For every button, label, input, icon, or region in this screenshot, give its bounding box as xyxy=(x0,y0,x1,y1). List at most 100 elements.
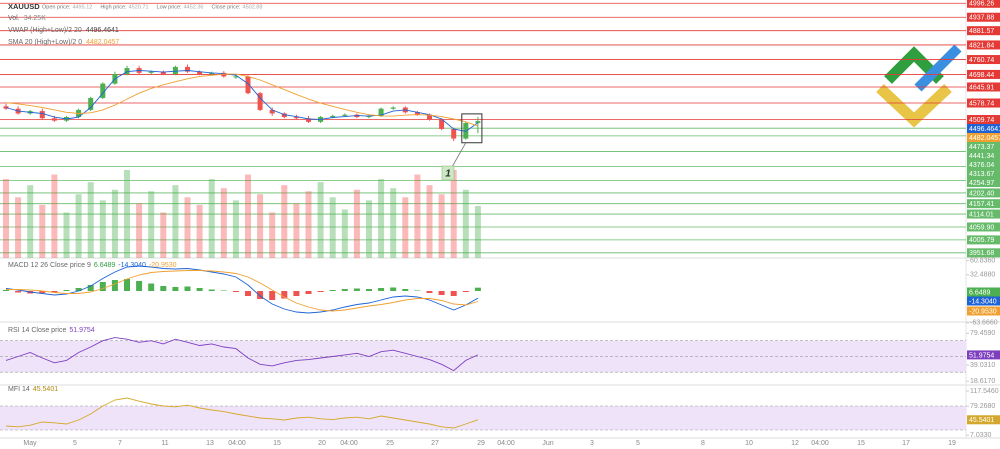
x-tick-label: 17 xyxy=(902,440,910,447)
macd-histogram-bar xyxy=(305,291,312,294)
vwap-price-label-bg xyxy=(967,124,1000,134)
volume-bar xyxy=(462,189,469,258)
x-tick-label: May xyxy=(23,440,37,447)
x-tick-label: 04:00 xyxy=(497,440,515,447)
macd-histogram-bar xyxy=(220,290,227,291)
macd-histogram-bar xyxy=(269,291,276,300)
candle-body xyxy=(172,66,178,75)
candle-body xyxy=(39,111,45,119)
macd-histogram-bar xyxy=(111,280,118,291)
macd-histogram-bar xyxy=(257,291,264,299)
logo xyxy=(876,44,962,128)
support-label-bg xyxy=(967,169,1000,179)
y-tick-label: 39.0310 xyxy=(970,362,995,369)
candle-body xyxy=(269,109,275,114)
resistance-label: 4578.74 xyxy=(969,100,994,107)
candle-body xyxy=(293,117,299,119)
support-label: 4254.97 xyxy=(969,180,994,187)
resistance-label-bg xyxy=(967,98,1000,108)
ohlc-value: 4502.88 xyxy=(243,4,263,10)
support-label: 4157.41 xyxy=(969,201,994,208)
mfi-last-label-bg xyxy=(967,415,1000,425)
logo-blue xyxy=(914,44,962,92)
x-tick-label: 15 xyxy=(857,440,865,447)
x-tick-label: 3 xyxy=(590,440,594,447)
support-label-bg xyxy=(967,178,1000,188)
resistance-label-bg xyxy=(967,40,1000,50)
signal-last-label: -20.9530 xyxy=(969,308,997,315)
volume-bar xyxy=(15,197,22,258)
candle-body xyxy=(390,107,396,109)
x-tick-label: 11 xyxy=(161,440,168,447)
macd-histogram-bar xyxy=(317,291,324,292)
macd-histogram-bar xyxy=(3,290,9,291)
pane-value: -20.9530 xyxy=(149,262,177,269)
macd-histogram-bar xyxy=(232,291,239,292)
volume-bar xyxy=(281,185,288,258)
volume-bar xyxy=(474,206,481,258)
vwap-line xyxy=(5,70,479,132)
support-label-bg xyxy=(967,222,1000,232)
volume-bar xyxy=(51,174,58,258)
volume-bar xyxy=(111,189,118,258)
resistance-label-bg xyxy=(967,0,1000,8)
ohlc-label: Open price: xyxy=(42,4,71,10)
macd-histogram-bar xyxy=(51,291,58,293)
macd-histogram-bar xyxy=(172,287,179,291)
sma-line xyxy=(5,73,479,127)
pane-value: -14.3040 xyxy=(118,262,146,269)
volume-bar xyxy=(63,212,70,258)
macd-histogram-bar xyxy=(414,290,421,291)
macd-histogram-bar xyxy=(402,289,409,291)
support-label-bg xyxy=(967,199,1000,209)
candle-body xyxy=(245,76,251,94)
x-tick-label: 8 xyxy=(701,440,705,447)
pane-label: MACD 12 26 Close price 9 xyxy=(8,262,91,269)
macd-histogram-bar xyxy=(124,279,130,291)
support-label-bg xyxy=(967,142,1000,152)
rsi-line xyxy=(5,337,479,372)
ohlc-label: High price: xyxy=(100,4,127,10)
candle-body xyxy=(209,72,215,75)
macd-histogram-bar xyxy=(462,291,469,292)
volume-bar xyxy=(257,194,264,258)
x-tick-label: 13 xyxy=(206,440,214,447)
support-label: 4473.37 xyxy=(969,144,994,151)
y-tick-label: 79.4590 xyxy=(970,330,995,337)
macd-histogram-bar xyxy=(341,289,348,291)
macd-histogram-bar xyxy=(293,291,300,296)
macd-histogram-bar xyxy=(329,290,336,291)
macd-histogram-bar xyxy=(184,286,191,291)
candle-body xyxy=(475,121,481,123)
macd-last-label: -14.3040 xyxy=(969,298,997,305)
signal-line xyxy=(6,270,479,312)
logo-yellow xyxy=(876,83,952,128)
volume-bar xyxy=(124,170,130,258)
y-tick-label: -63.6660 xyxy=(970,320,998,327)
y-tick-label: 79.2680 xyxy=(970,403,995,410)
pane-value: 6.6489 xyxy=(94,262,116,269)
candle-body xyxy=(100,83,106,98)
macd-histogram-bar xyxy=(136,281,143,291)
ohlc-label: Close price: xyxy=(211,4,241,10)
volume-bar xyxy=(329,197,336,258)
support-label: 4114.01 xyxy=(969,211,994,218)
candle-body xyxy=(281,113,287,118)
resistance-label-bg xyxy=(967,69,1000,79)
x-tick-label: 04:00 xyxy=(228,440,246,447)
volume-bar xyxy=(232,200,239,258)
signal-last-label-bg xyxy=(967,306,1000,316)
pane-value: 45.5401 xyxy=(33,386,58,393)
volume-bar xyxy=(426,185,433,258)
support-label: 4313.67 xyxy=(969,171,994,178)
x-tick-label: Jun xyxy=(542,440,553,447)
volume-bar xyxy=(353,189,360,258)
ohlc-value: 4520.71 xyxy=(129,4,149,10)
support-label: 3951.68 xyxy=(969,250,994,257)
x-tick-label: 12 xyxy=(791,440,799,447)
resistance-label: 4821.84 xyxy=(969,42,994,49)
volume-bar xyxy=(136,203,143,258)
annotation-label: 1 xyxy=(445,169,451,180)
sma-price-label: 4482.0457 xyxy=(969,135,1000,142)
